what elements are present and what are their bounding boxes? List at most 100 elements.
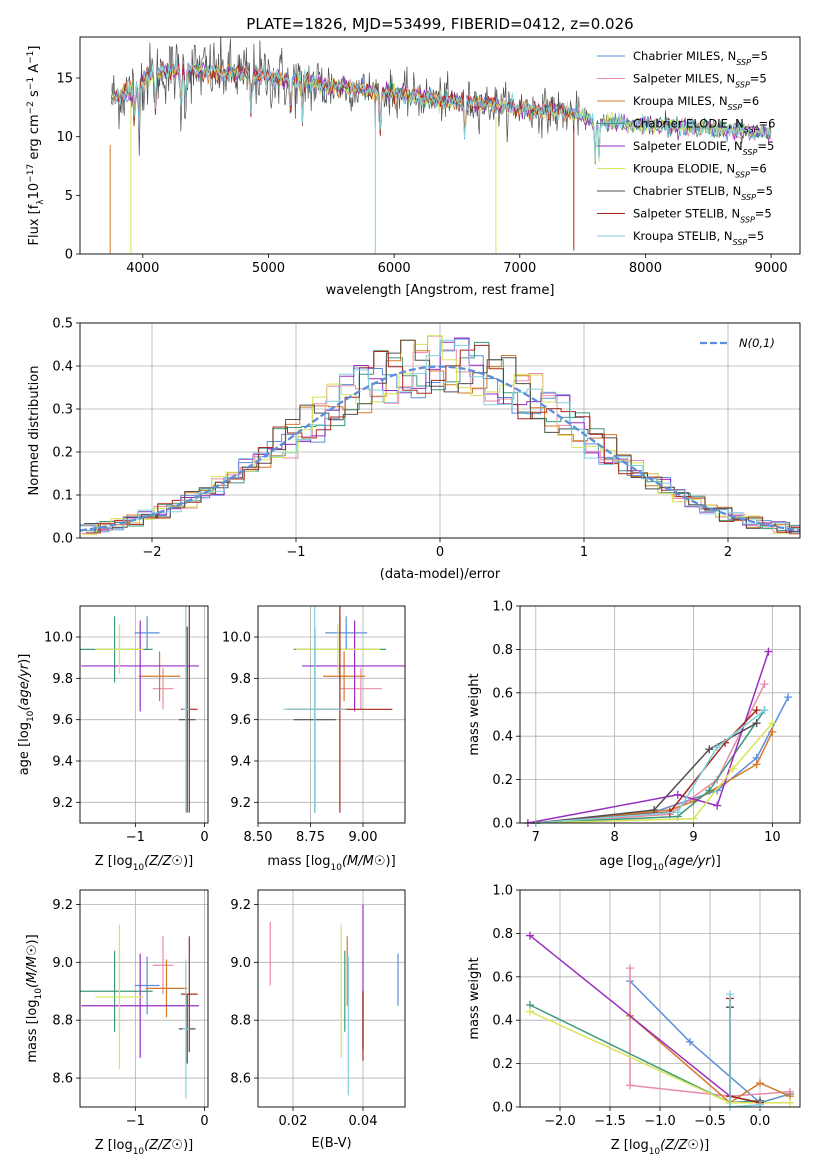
y-tick-label: 9.6 [230,713,251,728]
y-tick-label: 0.8 [492,643,513,658]
x-axis-label: Z [log10(Z/Z☉)] [611,1138,709,1157]
weight-line-6 [535,722,757,823]
y-tick-label: 9.8 [230,672,251,687]
x-tick-label: 0.02 [279,1114,308,1129]
label-sub: 10 [331,863,343,873]
label-sub: 10 [133,863,145,873]
y-axis-label: age [log10(age/yr)] [17,654,36,776]
x-tick-label: 8.75 [296,830,325,845]
x-tick-label: 9000 [755,261,788,276]
legend-label-8: Kroupa STELIB, NSSP=5 [633,229,764,247]
weight-marker-5 [689,814,698,823]
weight-marker-5 [786,1098,794,1107]
x-tick-label: 4000 [126,261,159,276]
weight-line-2 [629,1015,791,1104]
x-tick-label: 0.0 [750,1114,771,1129]
y-tick-label: 0.3 [52,403,73,418]
weight-line-4 [529,935,761,1104]
legend-nssp: =6 [759,117,776,131]
x-tick-label: 9.00 [349,830,378,845]
weight-line-8 [729,994,761,1107]
figure-title: PLATE=1826, MJD=53499, FIBERID=0412, z=0… [246,15,633,33]
axes-frame [79,322,801,539]
y-tick-label: 10.0 [222,631,251,646]
axes-frame [257,889,406,1108]
legend-model: Kroupa ELODIE, N [633,162,735,176]
panel-mass_vs_z: −1 08.68.89.09.2Z [log10(Z/Z☉)]mass [log1… [25,889,209,1157]
weight-marker-5 [728,764,737,773]
y-label-part: 10 [27,183,42,200]
label-core: (age/yr [664,854,712,869]
legend-sub: SSP [736,58,751,67]
legend-nssp: =5 [756,184,773,198]
y-tick-label: 9.4 [230,755,251,770]
weight-marker-6 [752,719,761,728]
legend-sub: SSP [740,215,755,224]
legend-sub: SSP [735,80,750,89]
x-tick-label: −2.0 [544,1114,576,1129]
weight-marker-8 [713,743,722,752]
y-tick-label: 1.0 [492,884,513,899]
weight-marker-5 [768,719,777,728]
x-tick-label: 7000 [503,261,536,276]
legend-sub: SSP [743,148,758,157]
legend-label-1: Salpeter MILES, NSSP=5 [633,72,767,90]
weight-marker-4 [673,790,682,799]
axes-frame [519,605,801,824]
x-tick-label: 5000 [252,261,285,276]
weight-line-6 [729,1007,761,1104]
label-post: )] [711,854,721,869]
legend-model: Salpeter ELODIE, N [633,139,743,153]
y-tick-label: 9.2 [230,898,251,913]
axes-frame [79,605,209,824]
weight-marker-1 [626,964,634,973]
weight-marker-4 [713,801,722,810]
panel-residuals: −2 −1 0 1 2 0.0 0.1 0.2 0.3 0.4 0.5 (data-model)/er… [27,317,801,582]
legend-sub: SSP [733,238,748,247]
weight-line-1 [629,968,791,1097]
y-tick-label: 0.2 [492,1057,513,1072]
label-pre: Z [log [611,1138,649,1153]
y-tick-label: 0.4 [52,360,73,375]
legend-sub: SSP [741,193,756,202]
x-axis-label: age [log10(age/yr)] [599,854,721,873]
y-label-part: s [27,90,42,101]
legend-nssp: =5 [751,49,768,63]
legend-model: Chabrier STELIB, N [633,184,741,198]
y-label-part: λ [36,199,46,205]
y-tick-label: 8.6 [52,1072,73,1087]
weight-marker-0 [686,1037,694,1046]
x-tick-label: −1.5 [594,1114,626,1129]
legend-model: Salpeter MILES, N [633,72,735,86]
legend-nssp: =5 [747,229,764,243]
x-tick-label: 2 [724,545,732,560]
x-tick-label: 0 [200,1114,208,1129]
legend-label-0: Chabrier MILES, NSSP=5 [633,49,768,67]
label-post: )] [699,1138,709,1153]
x-axis-label: Z [log10(Z/Z☉)] [95,854,193,873]
label-core: (M/M☉ [25,944,40,988]
weight-marker-8 [673,808,682,817]
x-tick-label: 8.50 [244,830,273,845]
legend-label-6: Chabrier STELIB, NSSP=5 [633,184,773,202]
label-core: (Z/Z☉ [660,1138,699,1153]
y-tick-label: 9.6 [52,713,73,728]
y-tick-label: 0.0 [492,1101,513,1116]
legend-label-7: Salpeter STELIB, NSSP=5 [633,207,772,225]
weight-line-3 [535,709,766,823]
label-core: (Z/Z☉ [144,854,183,869]
weight-marker-2 [752,760,761,769]
x-tick-label: 9 [689,830,697,845]
weight-marker-4 [764,647,773,656]
y-tick-label: 8.8 [230,1014,251,1029]
hist-step-6 [84,339,800,533]
y-label-part: Flux [f [27,204,42,245]
y-label-part: −2 [26,101,36,114]
weight-marker-7 [752,706,761,715]
x-tick-label: −1 [126,830,145,845]
label-post: )] [386,854,396,869]
y-tick-label: 0.0 [492,817,513,832]
x-axis-label: (data-model)/error [380,567,501,582]
y-axis-label: mass [log10(M/M☉)] [25,934,44,1062]
